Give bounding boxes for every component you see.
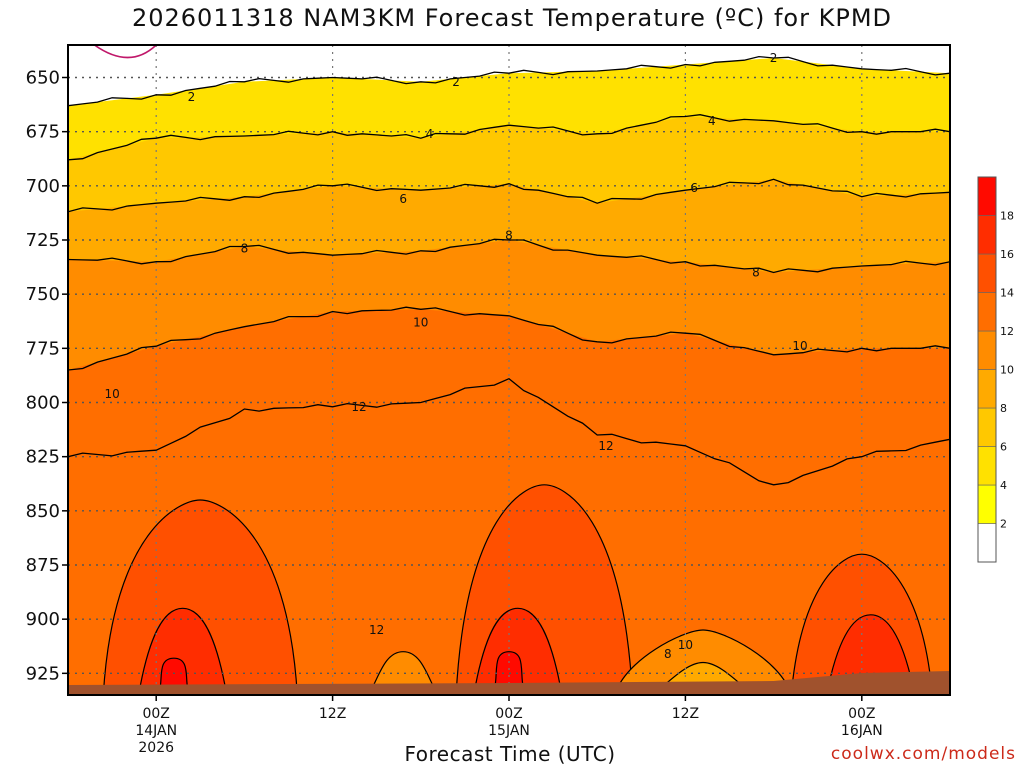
y-tick-label-6: 800	[26, 393, 60, 414]
terrain-surface	[68, 671, 950, 695]
x-tick-label-2-1: 15JAN	[488, 723, 530, 739]
legend-swatch-3	[977, 407, 997, 447]
legend-label-4: 10	[1000, 364, 1014, 377]
contour-label-8: 8	[505, 229, 513, 243]
legend-swatch-8	[977, 215, 997, 255]
legend-label-5: 12	[1000, 325, 1014, 338]
x-tick-label-3-0: 12Z	[672, 706, 699, 722]
contour-line-10	[68, 306, 950, 371]
legend-swatch-9	[977, 176, 997, 216]
contour-label-7: 8	[241, 242, 249, 256]
contour-label-11: 10	[413, 315, 428, 329]
contour-label-4: 4	[708, 114, 716, 128]
contour-label-16: 10	[678, 638, 693, 652]
legend-label-6: 14	[1000, 287, 1014, 300]
contour-line-8	[68, 238, 950, 274]
legend-label-2: 6	[1000, 441, 1007, 454]
terrain-layer	[68, 671, 950, 695]
y-axis: 650 675 700 725 750 775 800 825 850 875 900 925	[26, 68, 68, 684]
legend-label-0: 2	[1000, 518, 1007, 531]
x-tick-label-4-0: 00Z	[848, 706, 875, 722]
contour-label-13: 12	[351, 400, 366, 414]
legend-swatch-0	[977, 523, 997, 563]
x-tick-label-1-0: 12Z	[319, 706, 346, 722]
y-tick-label-10: 900	[26, 609, 60, 630]
x-tick-label-0-1: 14JAN	[135, 723, 177, 739]
contour-label-6: 6	[690, 181, 698, 195]
site-credit: coolwx.com/models	[830, 744, 1016, 764]
contour-label-14: 12	[598, 439, 613, 453]
contour-line-12	[68, 377, 950, 486]
contour-label-17: 8	[664, 647, 672, 661]
legend-label-3: 8	[1000, 402, 1007, 415]
contour-label-0: 2	[188, 90, 196, 104]
legend-label-1: 4	[1000, 479, 1007, 492]
x-axis-title: Forecast Time (UTC)	[404, 742, 616, 766]
legend-swatch-7	[977, 253, 997, 293]
contour-label-5: 6	[399, 192, 407, 206]
legend-swatch-6	[977, 292, 997, 332]
y-tick-label-8: 850	[26, 501, 60, 522]
contour-line-0	[93, 45, 157, 59]
legend-frame	[977, 176, 997, 563]
contour-line-6	[68, 178, 950, 213]
contour-label-3: 4	[426, 127, 434, 141]
legend-swatch-5	[977, 330, 997, 370]
contour-line-2	[68, 55, 950, 107]
legend-label-8: 18	[1000, 210, 1014, 223]
contour-label-2: 2	[770, 51, 778, 65]
contour-line-4	[68, 114, 950, 161]
contour-label-1: 2	[452, 75, 460, 89]
contour-label-15: 12	[369, 623, 384, 637]
contour-label-10: 10	[104, 387, 119, 401]
y-tick-label-2: 700	[26, 176, 60, 197]
y-tick-label-7: 825	[26, 447, 60, 468]
y-tick-label-9: 875	[26, 555, 60, 576]
x-tick-label-4-1: 16JAN	[841, 723, 883, 739]
y-tick-label-1: 675	[26, 122, 60, 143]
contour-label-layer: 2 2 2 4 4 6 6 8 8 8 10 10 10 12 12 12 10 8	[104, 51, 807, 661]
chart-title: 2026011318 NAM3KM Forecast Temperature (…	[131, 4, 893, 32]
x-tick-label-2-0: 00Z	[495, 706, 522, 722]
legend-label-7: 16	[1000, 248, 1014, 261]
x-tick-label-0-0: 00Z	[142, 706, 169, 722]
legend-swatch-1	[977, 484, 997, 524]
contour-label-12: 10	[792, 339, 807, 353]
contour-line-layer	[68, 45, 950, 486]
y-tick-label-5: 775	[26, 338, 60, 359]
fill-band-below-2	[68, 45, 950, 106]
y-tick-label-0: 650	[26, 68, 60, 89]
x-tick-label-0-2: 2026	[138, 740, 174, 756]
color-legend: 2 4 6 8 10 12 14 16 18	[977, 176, 1014, 563]
y-tick-label-3: 725	[26, 230, 60, 251]
y-tick-label-4: 750	[26, 284, 60, 305]
legend-swatch-4	[977, 369, 997, 409]
contour-label-9: 8	[752, 266, 760, 280]
y-tick-label-11: 925	[26, 663, 60, 684]
legend-swatch-2	[977, 446, 997, 486]
